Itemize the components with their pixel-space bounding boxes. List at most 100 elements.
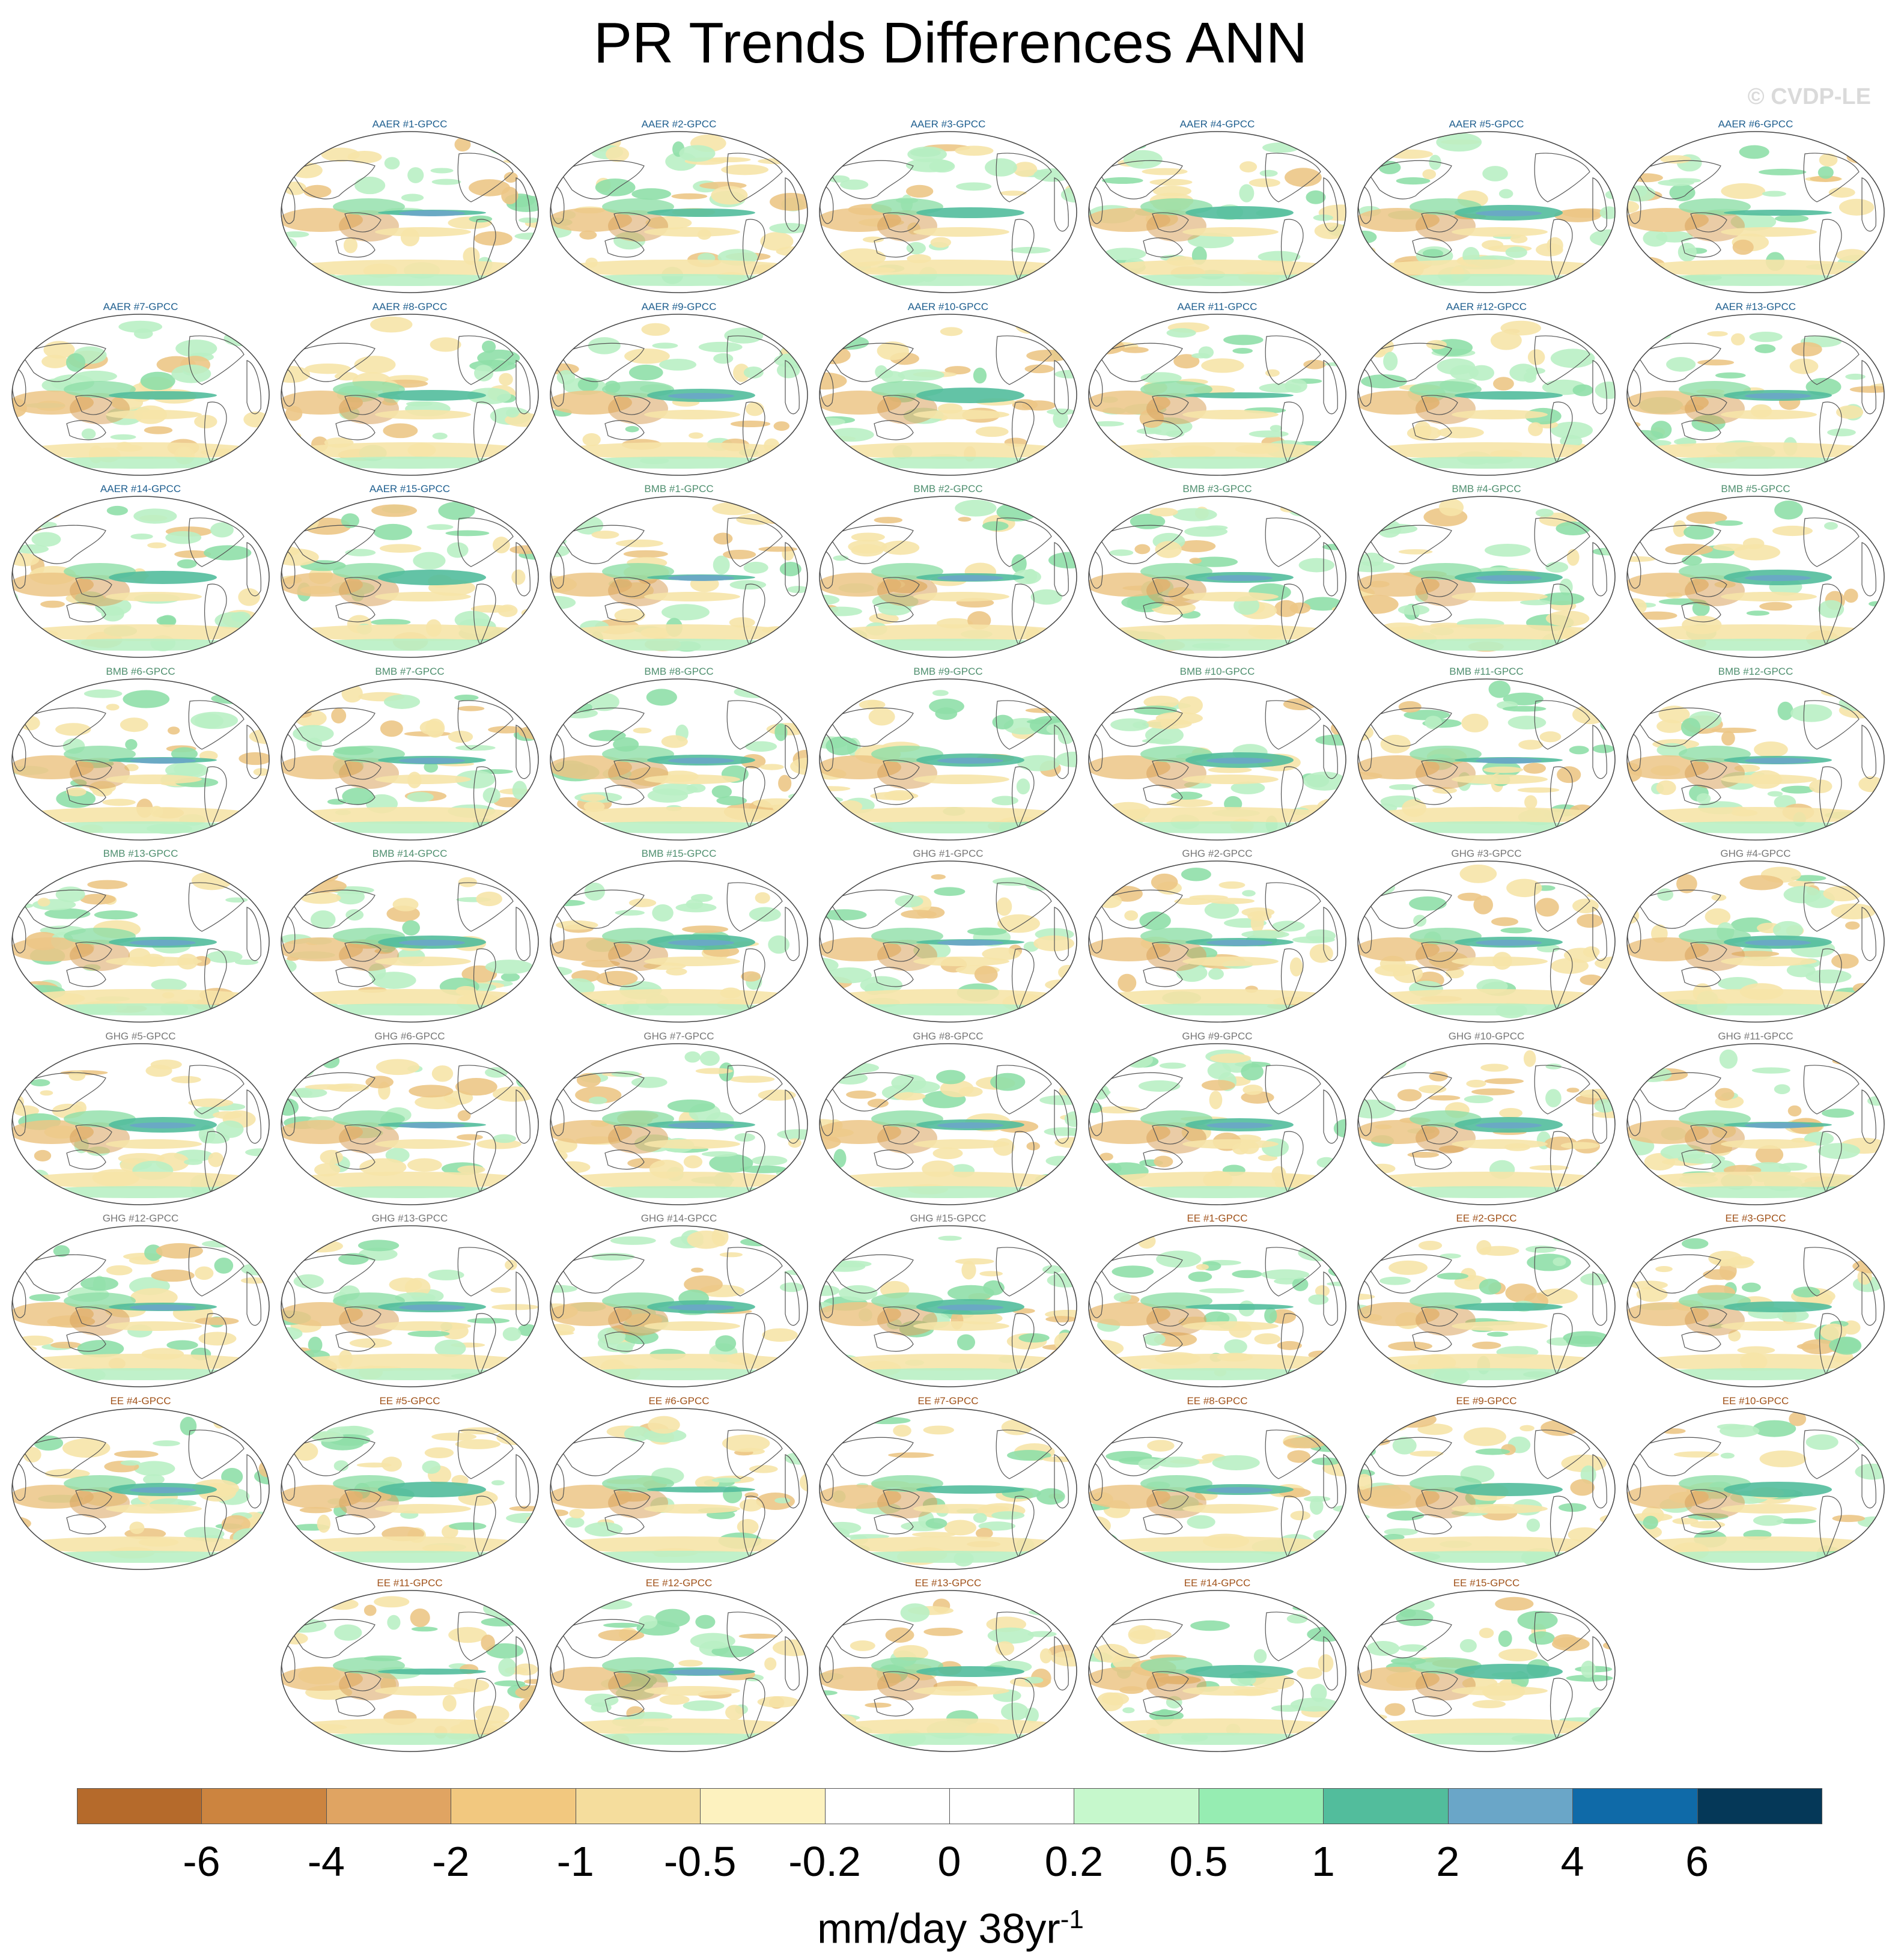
panel-label: EE #6-GPCC — [648, 1395, 710, 1407]
robinson-map — [1357, 1407, 1616, 1570]
panel-label: GHG #14-GPCC — [640, 1213, 717, 1224]
map-panel: AAER #10-GPCC — [817, 300, 1079, 478]
colorbar-box — [1572, 1788, 1698, 1824]
robinson-map — [550, 860, 808, 1023]
panel-label: GHG #2-GPCC — [1182, 848, 1253, 859]
colorbar-tick-label: 2 — [1436, 1838, 1460, 1885]
map-panel: EE #8-GPCC — [1086, 1395, 1348, 1572]
robinson-map — [1088, 678, 1346, 841]
map-panel: BMB #2-GPCC — [817, 482, 1079, 660]
map-panel: AAER #13-GPCC — [1625, 300, 1887, 478]
map-panel: GHG #9-GPCC — [1086, 1030, 1348, 1208]
panel-label: BMB #10-GPCC — [1179, 665, 1255, 677]
panel-label: EE #1-GPCC — [1187, 1213, 1248, 1224]
robinson-map — [11, 678, 270, 841]
panel-label: BMB #9-GPCC — [913, 665, 983, 677]
map-panel: GHG #5-GPCC — [10, 1030, 272, 1208]
map-panel: EE #10-GPCC — [1625, 1395, 1887, 1572]
map-panel: BMB #9-GPCC — [817, 665, 1079, 843]
panel-label: AAER #9-GPCC — [641, 300, 717, 312]
map-panel: AAER #1-GPCC — [279, 118, 541, 296]
panel-label: BMB #5-GPCC — [1721, 483, 1790, 495]
colorbar-box — [201, 1788, 327, 1824]
panel-label: EE #14-GPCC — [1184, 1577, 1251, 1589]
panel-label: AAER #6-GPCC — [1718, 118, 1793, 130]
panel-label: GHG #13-GPCC — [371, 1213, 448, 1224]
map-panel: EE #2-GPCC — [1355, 1212, 1617, 1390]
colorbar-tick-label: 0.2 — [1044, 1838, 1104, 1885]
map-panel: BMB #1-GPCC — [548, 482, 810, 660]
panel-label: EE #7-GPCC — [917, 1395, 979, 1407]
units-exponent: -1 — [1060, 1905, 1084, 1934]
robinson-map — [819, 860, 1077, 1023]
panel-label: BMB #6-GPCC — [106, 665, 175, 677]
map-panel: BMB #5-GPCC — [1625, 482, 1887, 660]
robinson-map — [11, 860, 270, 1023]
colorbar-box — [451, 1788, 576, 1824]
colorbar-box — [949, 1788, 1075, 1824]
robinson-map — [1088, 131, 1346, 293]
robinson-map — [1626, 1042, 1885, 1205]
panel-label: BMB #8-GPCC — [644, 665, 714, 677]
page-title: PR Trends Differences ANN — [593, 11, 1308, 75]
robinson-map — [281, 1225, 539, 1387]
colorbar-box — [1323, 1788, 1449, 1824]
robinson-map — [281, 1590, 539, 1752]
map-panel: GHG #4-GPCC — [1625, 847, 1887, 1025]
colorbar — [77, 1788, 1822, 1825]
robinson-map — [11, 1225, 270, 1387]
panel-label: AAER #4-GPCC — [1179, 118, 1255, 130]
colorbar-box — [77, 1788, 202, 1824]
panel-label: GHG #4-GPCC — [1720, 848, 1791, 859]
robinson-map — [11, 313, 270, 476]
panel-label: AAER #10-GPCC — [907, 300, 989, 312]
copyright-watermark: © CVDP-LE — [1747, 84, 1871, 109]
robinson-map — [281, 131, 539, 293]
colorbar-units-label: mm/day 38yr-1 — [0, 1893, 1901, 1955]
robinson-map — [281, 1042, 539, 1205]
panel-label: BMB #3-GPCC — [1182, 483, 1252, 495]
robinson-map — [550, 678, 808, 841]
panel-label: AAER #15-GPCC — [369, 483, 451, 495]
panel-label: BMB #12-GPCC — [1718, 665, 1793, 677]
robinson-map — [1626, 1225, 1885, 1387]
robinson-map — [819, 1225, 1077, 1387]
robinson-map — [1626, 1407, 1885, 1570]
panel-label: GHG #15-GPCC — [910, 1213, 987, 1224]
map-panel: EE #9-GPCC — [1355, 1395, 1617, 1572]
panel-label: AAER #3-GPCC — [910, 118, 986, 130]
colorbar-tick-label: -2 — [432, 1838, 470, 1885]
map-panel: AAER #11-GPCC — [1086, 300, 1348, 478]
panel-label: EE #3-GPCC — [1725, 1213, 1786, 1224]
panel-label: GHG #1-GPCC — [913, 848, 984, 859]
robinson-map — [1088, 496, 1346, 658]
robinson-map — [819, 1042, 1077, 1205]
map-panel: AAER #15-GPCC — [279, 482, 541, 660]
colorbar-box — [824, 1788, 950, 1824]
panel-label: AAER #11-GPCC — [1177, 300, 1258, 312]
robinson-map — [819, 1407, 1077, 1570]
robinson-map — [819, 678, 1077, 841]
robinson-map — [1626, 313, 1885, 476]
robinson-map — [281, 313, 539, 476]
map-panel: BMB #10-GPCC — [1086, 665, 1348, 843]
robinson-map — [1626, 496, 1885, 658]
colorbar-box — [1198, 1788, 1324, 1824]
panel-label: BMB #11-GPCC — [1449, 665, 1524, 677]
units-text: mm/day 38yr — [817, 1905, 1060, 1952]
colorbar-box — [1697, 1788, 1822, 1824]
panel-label: EE #4-GPCC — [110, 1395, 171, 1407]
map-panel: AAER #4-GPCC — [1086, 118, 1348, 296]
panel-label: GHG #5-GPCC — [105, 1030, 176, 1042]
map-panel: BMB #8-GPCC — [548, 665, 810, 843]
panel-label: BMB #14-GPCC — [372, 848, 448, 859]
robinson-map — [1088, 1407, 1346, 1570]
map-panel: BMB #12-GPCC — [1625, 665, 1887, 843]
map-panel: AAER #6-GPCC — [1625, 118, 1887, 296]
robinson-map — [1357, 131, 1616, 293]
map-panel: AAER #7-GPCC — [10, 300, 272, 478]
panel-label: BMB #1-GPCC — [644, 483, 714, 495]
robinson-map — [550, 1590, 808, 1752]
robinson-map — [281, 678, 539, 841]
panel-label: BMB #2-GPCC — [913, 483, 983, 495]
